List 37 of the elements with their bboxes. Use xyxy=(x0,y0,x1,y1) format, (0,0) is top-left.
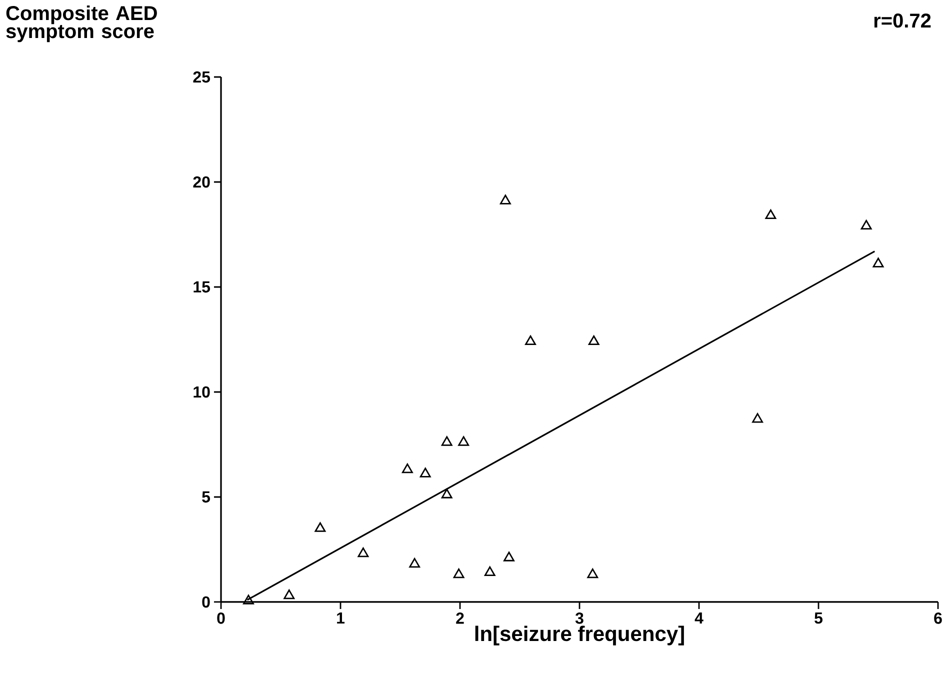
point xyxy=(525,335,536,346)
y-axis-title: Composite AED symptom score xyxy=(6,6,157,42)
point xyxy=(587,568,598,578)
x-tick-label: 0 xyxy=(217,612,225,624)
y-tick-label: 5 xyxy=(202,491,210,503)
y-tick-label: 25 xyxy=(193,71,210,83)
x-tick-label: 2 xyxy=(456,612,464,624)
x-tick-label: 6 xyxy=(934,612,942,624)
point xyxy=(358,547,369,558)
point xyxy=(243,594,254,604)
y-tick-label: 20 xyxy=(193,176,210,188)
point xyxy=(752,413,764,423)
point xyxy=(409,558,420,568)
x-tick-label: 5 xyxy=(814,612,823,624)
point xyxy=(860,220,872,230)
point xyxy=(504,552,514,562)
point xyxy=(441,488,452,498)
point xyxy=(402,463,413,474)
point xyxy=(420,468,431,478)
point xyxy=(500,194,511,204)
x-tick-label: 3 xyxy=(575,612,584,624)
point xyxy=(453,568,464,578)
x-tick-label: 1 xyxy=(337,612,345,624)
point xyxy=(284,589,295,600)
point xyxy=(441,436,452,446)
point xyxy=(314,522,326,532)
text: r=0.72 xyxy=(874,14,931,28)
point xyxy=(588,335,600,346)
y-tick-label: 10 xyxy=(194,386,210,398)
point xyxy=(458,436,470,446)
point xyxy=(872,258,884,268)
point xyxy=(484,566,496,576)
x-tick-label: 4 xyxy=(694,612,704,624)
y-tick-label: 15 xyxy=(194,281,210,293)
y-tick-label: 0 xyxy=(202,596,210,608)
x-axis-title: ln[seizure frequency] xyxy=(475,626,684,646)
point xyxy=(765,209,776,220)
